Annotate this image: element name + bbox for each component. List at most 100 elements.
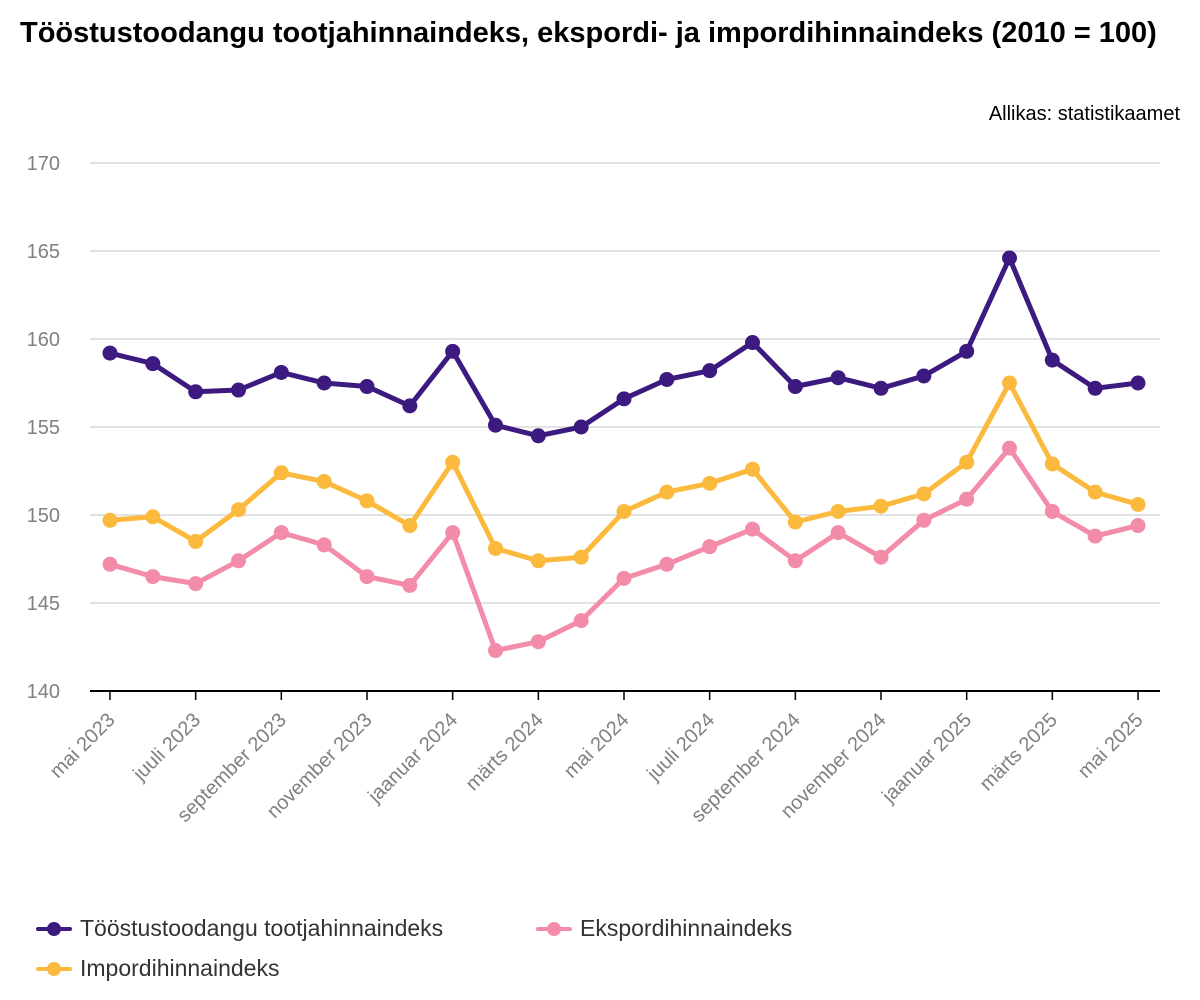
data-point	[402, 398, 418, 414]
data-point	[745, 521, 760, 537]
x-tick-label: märts 2025	[976, 709, 1062, 795]
data-point	[488, 643, 503, 659]
x-tick-label: märts 2024	[462, 709, 548, 795]
legend-item-series-2: Impordihinnaindeks	[36, 955, 279, 982]
y-tick-label: 150	[27, 505, 60, 527]
data-point	[273, 465, 289, 481]
data-point	[530, 553, 546, 569]
data-point	[359, 379, 375, 395]
data-point	[573, 419, 589, 435]
y-axis-ticks: 140 145 150 155 160 165 170	[27, 153, 60, 703]
data-point	[488, 417, 503, 433]
series-layer	[102, 250, 1146, 659]
data-point	[916, 486, 932, 502]
data-point	[916, 512, 932, 528]
data-point	[188, 533, 204, 549]
data-point	[231, 502, 246, 518]
data-point	[1044, 503, 1060, 519]
data-point	[573, 549, 589, 565]
series-line	[107, 255, 1141, 439]
data-point	[445, 454, 461, 470]
data-point	[445, 343, 461, 359]
data-point	[359, 493, 375, 509]
x-tick-label: mai 2025	[1074, 709, 1148, 783]
data-point	[1002, 440, 1017, 456]
data-point	[787, 553, 803, 569]
data-point	[1087, 380, 1103, 396]
y-tick-label: 155	[27, 417, 60, 439]
data-point	[1002, 375, 1017, 391]
x-tick-label: juuli 2024	[642, 709, 719, 786]
data-point	[830, 525, 846, 541]
data-point	[616, 570, 632, 586]
data-point	[488, 540, 503, 556]
x-tick-label: jaanuar 2024	[363, 709, 462, 808]
data-point	[231, 382, 246, 398]
data-point	[873, 498, 889, 514]
data-point	[916, 368, 932, 384]
series-1	[102, 440, 1146, 659]
data-point	[1087, 528, 1103, 544]
chart-source: Allikas: statistikaamet	[988, 103, 1180, 125]
data-point	[1087, 484, 1103, 500]
data-point	[145, 509, 161, 525]
line-chart: 140 145 150 155 160 165 170 mai 2023 juuli 2023…	[27, 153, 1160, 827]
data-point	[402, 577, 418, 593]
data-point	[102, 512, 118, 528]
data-point	[273, 364, 289, 380]
data-point	[402, 518, 418, 534]
legend-swatch-series-0	[36, 919, 72, 939]
data-point	[616, 391, 632, 407]
y-tick-label: 160	[27, 329, 60, 351]
data-point	[1044, 456, 1060, 472]
data-point	[231, 553, 246, 569]
data-point	[745, 335, 760, 351]
data-point	[573, 613, 589, 629]
data-point	[102, 556, 118, 572]
data-point	[830, 370, 846, 386]
data-point	[316, 474, 332, 490]
data-point	[188, 384, 204, 400]
data-point	[830, 503, 846, 519]
data-point	[273, 525, 289, 541]
series-2	[102, 375, 1146, 569]
legend-swatch-series-1	[536, 919, 572, 939]
data-point	[1130, 375, 1146, 391]
legend-item-series-1: Ekspordihinnaindeks	[536, 915, 792, 942]
data-point	[359, 569, 375, 585]
data-point	[745, 461, 760, 477]
data-point	[659, 371, 675, 387]
y-tick-label: 170	[27, 153, 60, 175]
legend-item-series-0: Tööstustoodangu tootjahinnaindeks	[36, 915, 443, 942]
data-point	[702, 475, 718, 491]
data-point	[445, 525, 461, 541]
x-tick-label: juuli 2023	[128, 709, 205, 786]
data-point	[1002, 250, 1017, 266]
data-point	[702, 363, 718, 379]
series-line	[107, 445, 1141, 653]
y-tick-label: 145	[27, 593, 60, 615]
x-tick-label: mai 2024	[560, 709, 634, 783]
x-tick-label: jaanuar 2025	[877, 709, 976, 808]
data-point	[959, 491, 975, 507]
data-point	[1130, 518, 1146, 534]
legend-label-series-0: Tööstustoodangu tootjahinnaindeks	[80, 915, 444, 941]
data-point	[145, 569, 161, 585]
data-point	[102, 345, 118, 361]
chart-title: Tööstustoodangu tootjahinnaindeks, ekspo…	[20, 17, 1157, 49]
data-point	[316, 375, 332, 391]
data-point	[530, 634, 546, 650]
data-point	[1044, 352, 1060, 368]
data-point	[616, 503, 632, 519]
data-point	[530, 428, 546, 444]
series-line	[107, 380, 1141, 564]
x-tick-label: mai 2023	[46, 709, 120, 783]
data-point	[873, 380, 889, 396]
y-tick-label: 140	[27, 681, 60, 703]
data-point	[787, 379, 803, 395]
data-point	[1130, 496, 1146, 512]
data-point	[145, 356, 161, 372]
y-tick-label: 165	[27, 241, 60, 263]
data-point	[959, 343, 975, 359]
